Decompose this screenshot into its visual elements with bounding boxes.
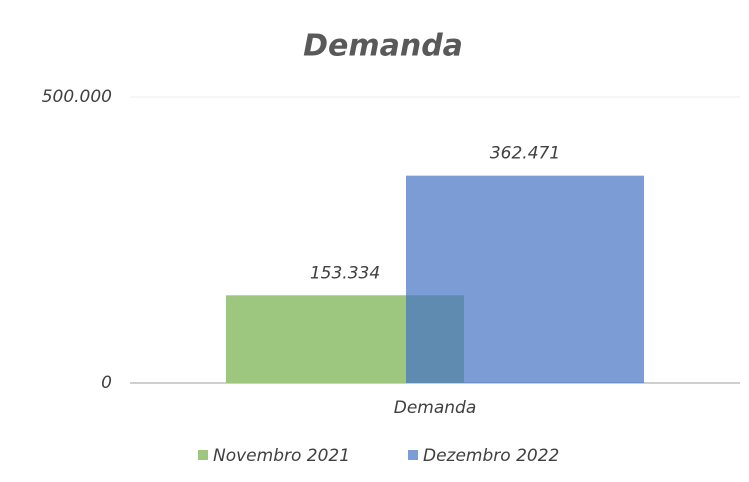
legend-label: Novembro 2021 [213, 446, 350, 466]
data-label: 362.471 [490, 144, 560, 164]
data-label: 153.334 [310, 263, 380, 283]
bar [406, 175, 644, 383]
legend-swatch [198, 450, 208, 460]
x-tick-label: Demanda [394, 398, 477, 418]
legend-swatch [408, 450, 418, 460]
y-tick-label: 0 [101, 373, 112, 393]
y-tick-label: 500.000 [42, 87, 112, 107]
legend-label: Dezembro 2022 [423, 446, 559, 466]
chart-title: Demanda [303, 29, 463, 64]
